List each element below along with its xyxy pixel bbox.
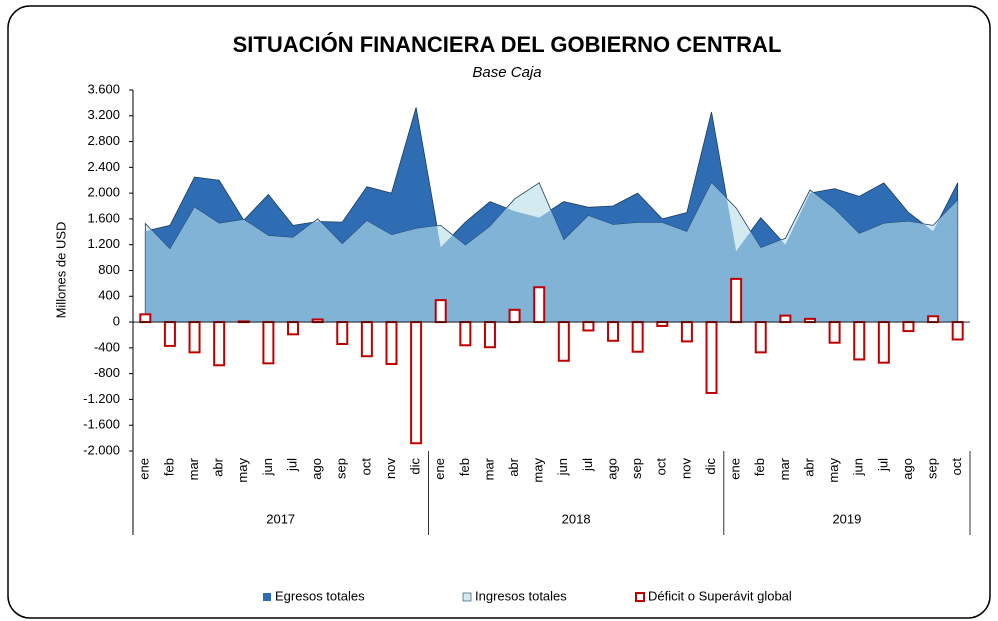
bar <box>779 314 792 324</box>
x-tick-label: nov <box>383 458 398 479</box>
bar <box>902 321 915 333</box>
bar <box>287 321 300 336</box>
x-tick-label: oct <box>654 458 669 476</box>
bar <box>582 321 595 332</box>
x-tick-label: feb <box>161 458 176 476</box>
x-tick-label: ago <box>900 458 915 480</box>
y-axis-title: Millones de USD <box>53 222 68 319</box>
group-label: 2019 <box>832 511 861 526</box>
x-tick-label: abr <box>506 457 521 476</box>
y-tick-label: 3.600 <box>87 81 120 96</box>
x-tick-label: ene <box>432 458 447 480</box>
y-tick-label: 2.800 <box>87 133 120 148</box>
y-tick-label: 800 <box>98 262 120 277</box>
bar <box>927 315 940 324</box>
x-tick-label: ene <box>728 458 743 480</box>
y-tick-label: -1.600 <box>83 417 120 432</box>
bar <box>754 321 767 354</box>
x-tick-label: jun <box>260 458 275 476</box>
bar <box>607 321 620 342</box>
bar <box>139 313 152 324</box>
x-tick-label: jun <box>851 458 866 476</box>
legend-label: Ingresos totales <box>475 588 567 603</box>
bar <box>434 299 447 324</box>
y-tick-label: -2.000 <box>83 442 120 457</box>
x-tick-label: jul <box>875 458 890 472</box>
bar <box>508 308 521 324</box>
x-tick-label: oct <box>358 458 373 476</box>
bar <box>410 321 423 445</box>
x-tick-label: abr <box>801 457 816 476</box>
bar <box>730 277 743 324</box>
x-tick-label: nov <box>678 458 693 479</box>
bar <box>360 321 373 358</box>
y-tick-label: -800 <box>94 365 120 380</box>
y-tick-label: 1.200 <box>87 236 120 251</box>
group-label: 2017 <box>266 511 295 526</box>
x-tick-label: ago <box>604 458 619 480</box>
y-tick-label: 1.600 <box>87 210 120 225</box>
x-tick-label: may <box>826 458 841 483</box>
legend-label: Déficit o Superávit global <box>648 588 792 603</box>
bar <box>459 321 472 347</box>
bar <box>803 317 816 324</box>
x-tick-label: sep <box>334 458 349 479</box>
x-tick-label: mar <box>777 457 792 480</box>
legend-swatch <box>462 592 472 602</box>
bar <box>385 321 398 365</box>
bar <box>680 321 693 343</box>
x-tick-label: sep <box>629 458 644 479</box>
y-tick-label: -400 <box>94 339 120 354</box>
group-label: 2018 <box>562 511 591 526</box>
bar <box>188 321 201 354</box>
x-tick-label: mar <box>186 457 201 480</box>
chart-subtitle: Base Caja <box>472 64 541 81</box>
bar <box>877 321 890 364</box>
x-tick-label: dic <box>703 458 718 475</box>
bar <box>557 321 570 362</box>
legend-label: Egresos totales <box>275 588 365 603</box>
x-tick-label: oct <box>949 458 964 476</box>
y-tick-label: 2.400 <box>87 159 120 174</box>
bar <box>853 321 866 361</box>
bar <box>533 286 546 324</box>
x-tick-label: jun <box>555 458 570 476</box>
bar <box>483 321 496 349</box>
x-tick-label: jul <box>580 458 595 472</box>
bar <box>336 321 349 345</box>
x-tick-label: ago <box>309 458 324 480</box>
chart-title: SITUACIÓN FINANCIERA DEL GOBIERNO CENTRA… <box>233 32 782 57</box>
bar <box>262 321 275 365</box>
x-tick-label: mar <box>481 457 496 480</box>
legend-swatch <box>263 593 271 601</box>
x-tick-label: feb <box>457 458 472 476</box>
y-tick-label: -1.200 <box>83 391 120 406</box>
bar <box>951 321 964 341</box>
legend-swatch <box>635 592 645 602</box>
y-tick-label: 2.000 <box>87 185 120 200</box>
x-tick-label: abr <box>211 457 226 476</box>
x-tick-label: ene <box>137 458 152 480</box>
y-tick-label: 0 <box>113 314 120 329</box>
x-tick-label: feb <box>752 458 767 476</box>
bar <box>656 321 669 327</box>
area-overlap <box>145 182 958 323</box>
y-tick-label: 400 <box>98 288 120 303</box>
x-tick-label: may <box>235 458 250 483</box>
bar <box>213 321 226 367</box>
bar <box>631 321 644 353</box>
x-tick-label: jul <box>284 458 299 472</box>
x-tick-label: dic <box>408 458 423 475</box>
bar <box>705 321 718 394</box>
x-tick-label: sep <box>925 458 940 479</box>
bar <box>828 321 841 344</box>
x-tick-label: may <box>531 458 546 483</box>
y-tick-label: 3.200 <box>87 107 120 122</box>
bar <box>163 321 176 347</box>
